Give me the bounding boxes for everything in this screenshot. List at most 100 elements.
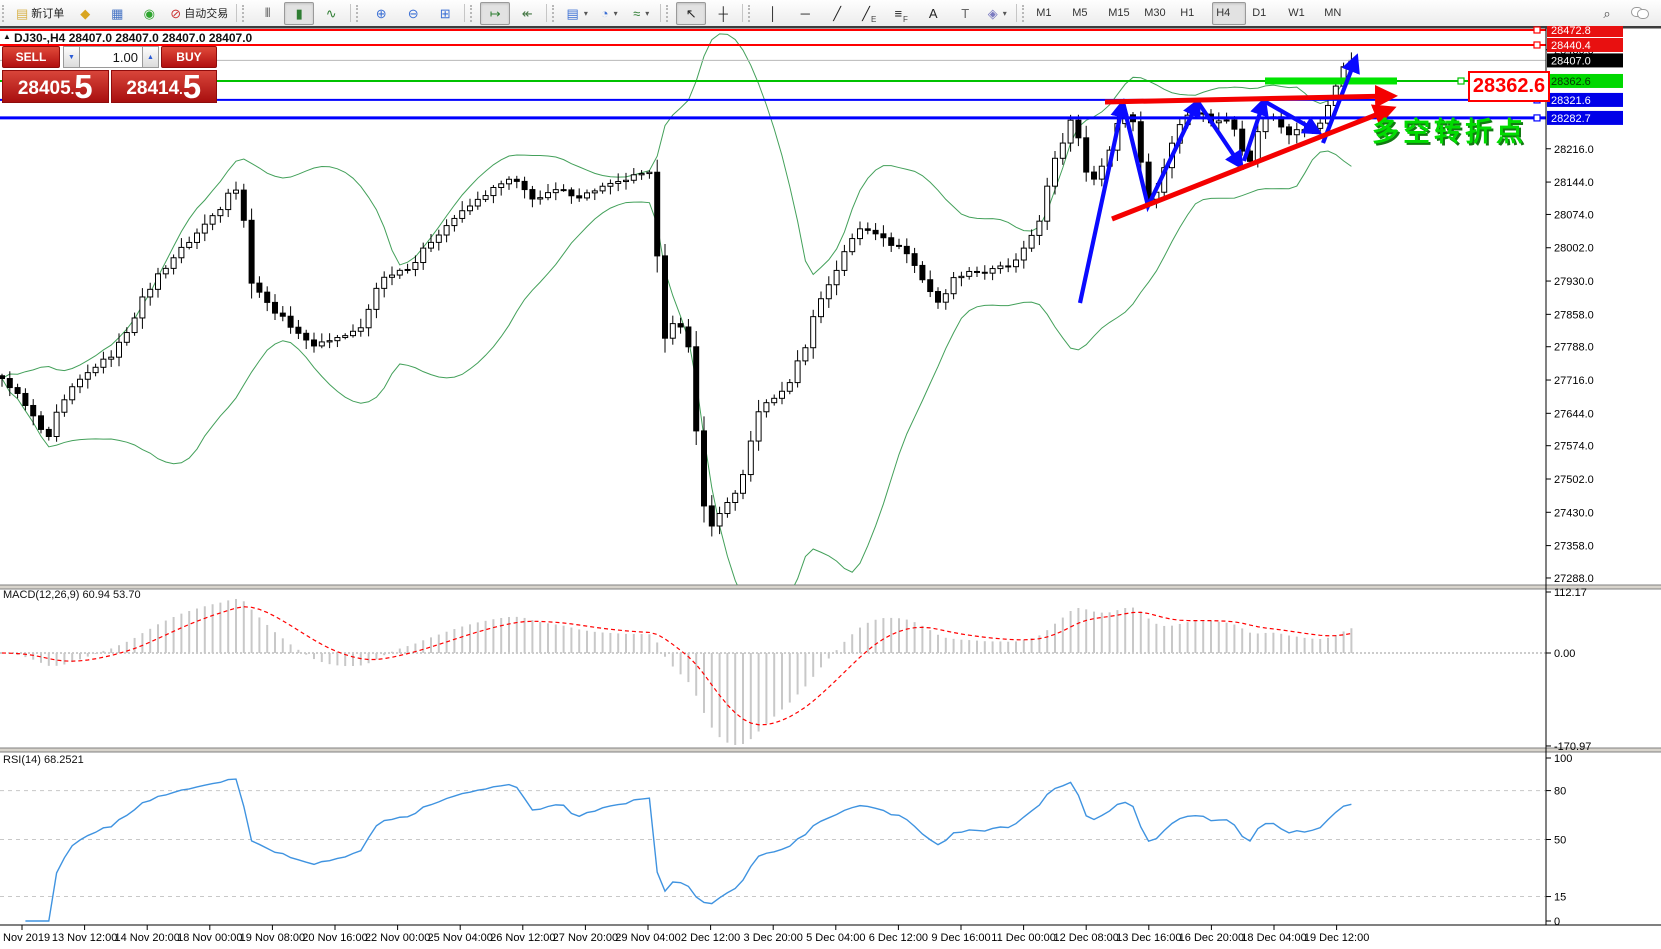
charts-grid-icon: ▦ [111,5,124,21]
toolbar-grip [242,4,249,22]
macd-pane[interactable] [0,598,1546,745]
periods-button[interactable]: ◔ ▾ [594,2,624,25]
filter-button[interactable]: ◆ [70,2,100,25]
new-order-button[interactable]: ▤ 新订单 [12,2,68,25]
price-badge [1547,53,1623,68]
text-button[interactable]: A [918,2,948,25]
timeframe-w1[interactable]: W1 [1284,2,1318,25]
search-icon: ⌕ [1603,5,1611,21]
sell-price[interactable]: 28405 . 5 [2,70,109,103]
horizontal-line-button[interactable]: ─ [790,2,820,25]
svg-text:28144.0: 28144.0 [1554,177,1594,189]
rsi-pane[interactable] [0,778,1546,922]
toolbar-separator [350,4,352,22]
svg-text:0: 0 [1554,916,1560,928]
timeframe-m15-label: M15 [1108,7,1130,19]
price-level-text-box: 28362.6 [1468,71,1550,102]
toolbar-grip [552,4,559,22]
arrows-button[interactable]: ◈ ▾ [982,2,1012,25]
equidistant-channel-button[interactable]: ╱ E [854,2,884,25]
chart-shift-button[interactable]: ↞ [512,2,542,25]
svg-text:19 Nov 08:00: 19 Nov 08:00 [240,932,305,944]
text-label-button[interactable]: T [950,2,980,25]
svg-text:-170.97: -170.97 [1554,741,1591,753]
auto-scroll-icon: ↦ [489,5,501,21]
svg-text:28074.0: 28074.0 [1554,209,1594,221]
sell-price-pip: 5 [74,68,93,105]
bollinger-upper-band [1,33,1352,379]
svg-text:19 Dec 12:00: 19 Dec 12:00 [1304,932,1369,944]
one-click-sell-button[interactable]: SELL [2,46,60,68]
timeframe-mn[interactable]: MN [1320,2,1354,25]
buy-price-main: 28414 [126,78,180,99]
timeframe-m1[interactable]: M1 [1032,2,1066,25]
new-chart-icon: ▤ [566,5,579,21]
svg-text:28362.6: 28362.6 [1551,76,1591,88]
signals-button[interactable]: ◉ [134,2,164,25]
volume-decrease-button[interactable]: ▼ [62,46,80,68]
trendline-icon: ╱ [833,5,842,21]
cursor-button[interactable]: ↖ [676,1,707,25]
timeframe-m30[interactable]: M30 [1140,2,1174,25]
channel-icon: ╱ [862,5,870,21]
volume-input[interactable] [79,46,142,68]
svg-text:100: 100 [1554,753,1572,765]
svg-text:50: 50 [1554,835,1566,847]
toolbar-separator [236,4,238,22]
svg-text:27430.0: 27430.0 [1554,507,1594,519]
fibonacci-button[interactable]: ≡ F [886,2,916,25]
price-badge [1547,73,1623,88]
timeframe-m15[interactable]: M15 [1104,2,1138,25]
buy-price[interactable]: 28414 . 5 [110,70,217,103]
timeframe-m30-label: M30 [1144,7,1166,19]
volume-increase-button[interactable]: ▲ [141,46,159,68]
dropdown-arrow-icon: ▾ [645,8,650,18]
timeframe-h4[interactable]: H4 [1212,1,1247,25]
zoom-out-button[interactable]: ⊖ [398,2,428,25]
vertical-line-button[interactable]: │ [758,2,788,25]
toolbar-grip [356,4,363,22]
new-chart-button[interactable]: ▤ ▾ [562,2,592,25]
autotrading-button[interactable]: ⊘ 自动交易 [166,2,232,25]
rsi-line [25,778,1352,922]
crosshair-button[interactable]: ┼ [708,2,738,25]
timeframe-d1[interactable]: D1 [1248,2,1282,25]
timeframe-h4-label: H4 [1216,7,1231,19]
chart-title: DJ30-,H4 28407.0 28407.0 28407.0 28407.0 [14,31,253,45]
periods-icon: ◔ [600,5,609,21]
timeframe-m5[interactable]: M5 [1068,2,1102,25]
bar-chart-button[interactable]: ||| [252,2,282,25]
zoom-in-button[interactable]: ⊕ [366,2,396,25]
tile-windows-button[interactable]: ⊞ [430,2,460,25]
chart-frame [0,26,1661,753]
autotrading-button-label: 自动交易 [184,8,229,20]
chat-button[interactable] [1624,2,1654,25]
bar-chart-icon: ||| [264,7,271,18]
price-axis[interactable]: 28430.028216.028144.028074.028002.027930… [1533,23,1623,928]
pivot-point-text: 多空转折点 [1372,117,1527,147]
trendline-button[interactable]: ╱ [822,2,852,25]
bollinger-lower-band [1,150,1352,585]
price-pane[interactable] [0,29,1546,613]
blue-zigzag-arrow [1242,96,1269,162]
rsi-indicator-label: RSI(14) 68.2521 [3,754,84,766]
charts-window-button[interactable]: ▦ [102,2,132,25]
macd-histogram [8,598,1353,745]
svg-text:28407.0: 28407.0 [1551,55,1591,67]
toolbar-separator [1016,4,1018,22]
auto-scroll-button[interactable]: ↦ [480,1,511,25]
dropdown-arrow-icon: ▾ [613,8,618,18]
timeframe-h1[interactable]: H1 [1176,2,1210,25]
toolbar-separator [660,4,662,22]
line-chart-button[interactable]: ∿ [316,2,346,25]
price-badge [1547,110,1623,125]
one-click-buy-button[interactable]: BUY [160,46,217,68]
timeframe-w1-label: W1 [1288,7,1305,19]
search-button[interactable]: ⌕ [1592,2,1622,25]
candlestick-chart-button[interactable]: ▮ [284,1,315,25]
svg-text:112.17: 112.17 [1554,587,1587,599]
indicators-button[interactable]: ≈ ▾ [626,2,656,25]
one-click-collapse-icon[interactable]: ▲ [3,32,11,41]
